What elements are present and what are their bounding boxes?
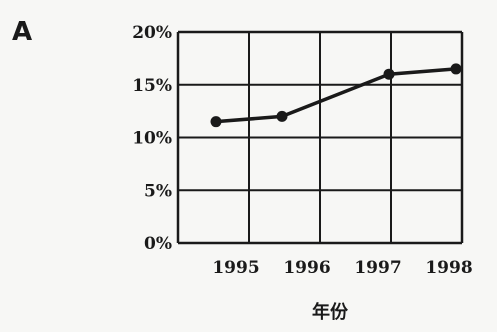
chart-grid bbox=[176, 30, 464, 245]
series-line bbox=[215, 67, 457, 124]
x-tick-labels: 1995 1996 1997 1998 bbox=[212, 258, 472, 278]
data-point bbox=[450, 63, 462, 75]
x-tick-label: 1996 bbox=[283, 258, 330, 278]
x-tick-label: 1998 bbox=[425, 258, 472, 278]
series-group bbox=[210, 63, 462, 128]
y-tick-label: 20% bbox=[132, 23, 172, 43]
data-point bbox=[276, 110, 288, 122]
x-tick-label: 1997 bbox=[354, 258, 401, 278]
y-tick-label: 0% bbox=[144, 234, 172, 254]
x-tick-label: 1995 bbox=[212, 258, 259, 278]
x-axis-title: 年份 bbox=[312, 301, 349, 323]
y-tick-label: 15% bbox=[132, 76, 172, 96]
data-point bbox=[383, 68, 395, 80]
y-tick-labels: 0% 5% 10% 15% 20% bbox=[132, 23, 172, 254]
panel-label: A bbox=[12, 17, 32, 47]
y-tick-label: 5% bbox=[144, 181, 172, 201]
data-point bbox=[210, 116, 222, 128]
y-tick-label: 10% bbox=[132, 129, 172, 149]
